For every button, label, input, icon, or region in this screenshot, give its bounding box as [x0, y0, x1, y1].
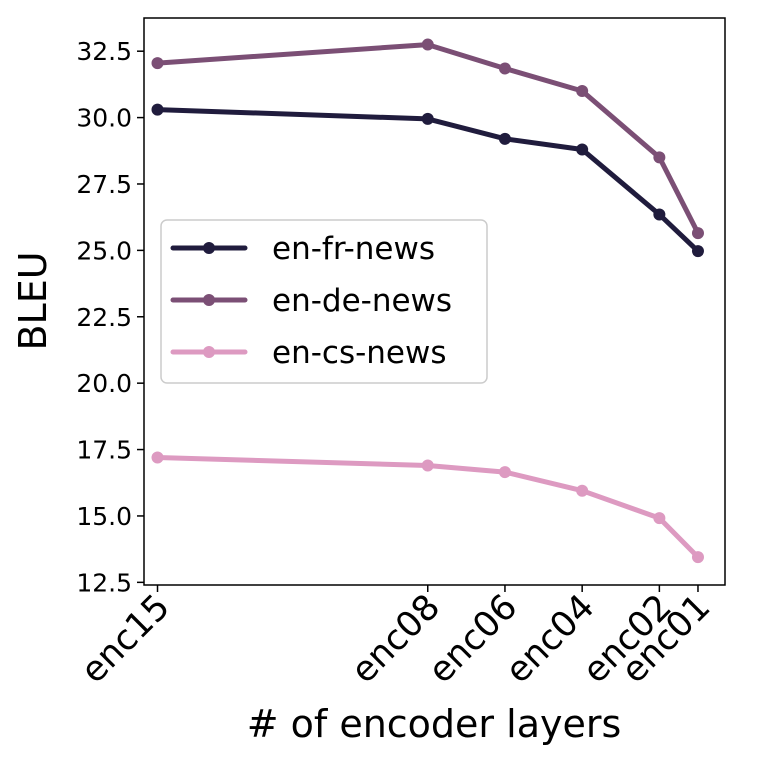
series-en-cs-news — [151, 451, 704, 564]
x-axis-label: # of encoder layers — [247, 702, 622, 746]
data-point — [576, 143, 589, 156]
data-point — [421, 112, 434, 125]
data-point — [498, 132, 511, 145]
legend-swatch-marker — [203, 346, 215, 358]
data-point — [691, 245, 704, 258]
legend: en-fr-news en-de-news en-cs-news — [160, 219, 488, 384]
y-tick-label: 20.0 — [76, 369, 132, 398]
series-line — [155, 42, 701, 236]
legend-item: en-fr-news — [170, 231, 435, 267]
legend-label: en-de-news — [272, 283, 452, 319]
data-point — [151, 103, 164, 116]
y-axis: 12.5 15.0 17.5 20.0 22.5 25.0 27.5 30.0 32.5 — [76, 37, 144, 597]
x-tick-label: enc15 — [74, 587, 178, 691]
data-point — [691, 551, 704, 564]
plot-area — [151, 38, 704, 564]
data-point — [421, 459, 434, 472]
data-point — [653, 512, 666, 525]
data-point — [151, 57, 164, 70]
legend-label: en-fr-news — [272, 231, 435, 267]
legend-swatch-marker — [203, 294, 215, 306]
y-axis-label: BLEU — [11, 251, 55, 350]
series-en-fr-news — [151, 103, 704, 258]
y-tick-label: 30.0 — [76, 104, 132, 133]
y-tick-label: 27.5 — [76, 170, 132, 199]
data-point — [576, 85, 589, 98]
y-tick-label: 32.5 — [76, 37, 132, 66]
data-point — [576, 484, 589, 497]
legend-label: en-cs-news — [272, 335, 447, 371]
data-point — [653, 208, 666, 221]
y-tick-label: 17.5 — [76, 436, 132, 465]
data-point — [498, 466, 511, 479]
data-point — [421, 38, 434, 51]
y-tick-label: 22.5 — [76, 303, 132, 332]
legend-item: en-de-news — [170, 283, 452, 319]
data-point — [691, 227, 704, 240]
data-point — [653, 151, 666, 164]
series-en-de-news — [151, 38, 704, 240]
data-point — [498, 62, 511, 75]
data-point — [151, 451, 164, 464]
plot-frame — [143, 17, 726, 586]
legend-swatch-marker — [203, 242, 215, 254]
y-tick-label: 15.0 — [76, 502, 132, 531]
series-line — [155, 455, 701, 560]
y-tick-label: 25.0 — [76, 236, 132, 265]
y-tick-label: 12.5 — [76, 568, 132, 597]
legend-box — [160, 219, 488, 384]
legend-item: en-cs-news — [170, 335, 447, 371]
series-line — [155, 107, 701, 254]
